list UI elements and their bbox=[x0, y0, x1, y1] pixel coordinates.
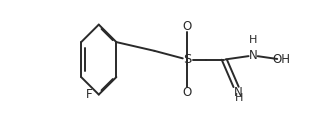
Text: H: H bbox=[249, 35, 257, 45]
Text: OH: OH bbox=[272, 53, 291, 66]
Text: N: N bbox=[249, 49, 257, 62]
Text: O: O bbox=[183, 86, 192, 99]
Text: O: O bbox=[183, 20, 192, 33]
Text: H: H bbox=[235, 93, 243, 103]
Text: S: S bbox=[183, 53, 192, 66]
Text: N: N bbox=[234, 86, 243, 99]
Text: F: F bbox=[86, 88, 92, 101]
